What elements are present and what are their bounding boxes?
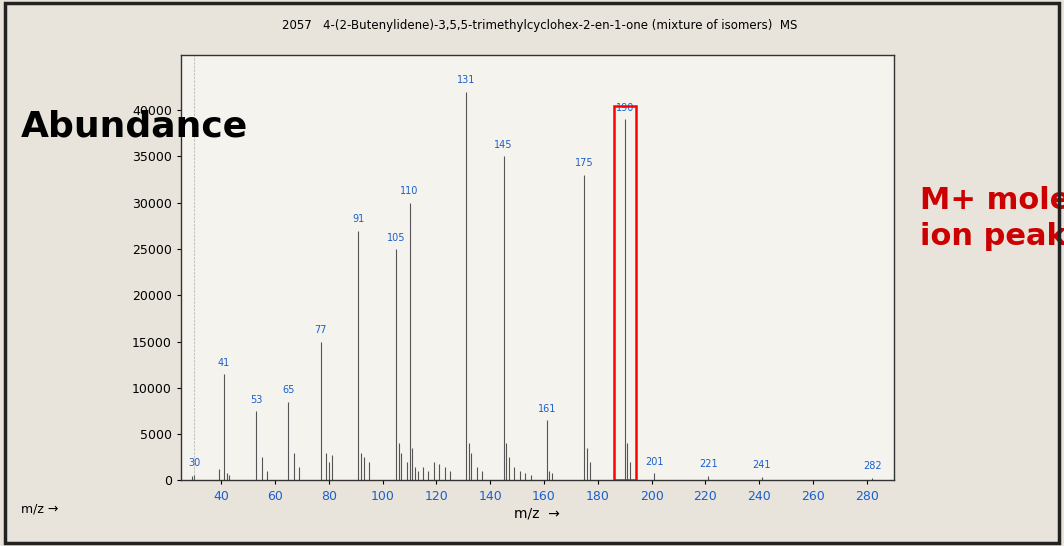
Text: 110: 110 xyxy=(400,186,419,196)
Text: 30: 30 xyxy=(188,459,200,468)
Text: 161: 161 xyxy=(537,404,555,414)
Text: m/z →: m/z → xyxy=(21,503,59,516)
Text: 91: 91 xyxy=(352,214,365,224)
Text: 241: 241 xyxy=(752,460,771,470)
Text: 131: 131 xyxy=(456,75,476,85)
Text: 105: 105 xyxy=(387,233,405,242)
Text: 190: 190 xyxy=(616,103,634,113)
Text: 221: 221 xyxy=(699,459,717,470)
Text: 65: 65 xyxy=(282,385,295,395)
Bar xyxy=(614,105,635,480)
Text: 2057   4-(2-Butenylidene)-3,5,5-trimethylcyclohex-2-en-1-one (mixture of isomers: 2057 4-(2-Butenylidene)-3,5,5-trimethylc… xyxy=(282,19,797,32)
Text: 201: 201 xyxy=(645,456,664,467)
X-axis label: m/z  →: m/z → xyxy=(514,507,561,521)
Text: M+ molecular
ion peak 190: M+ molecular ion peak 190 xyxy=(920,186,1064,251)
Text: 175: 175 xyxy=(575,158,594,169)
Text: Abundance: Abundance xyxy=(21,109,249,143)
Text: 53: 53 xyxy=(250,395,263,405)
Text: 41: 41 xyxy=(218,358,230,367)
Text: 282: 282 xyxy=(863,461,882,471)
Text: 145: 145 xyxy=(495,140,513,150)
Text: 77: 77 xyxy=(315,325,327,335)
